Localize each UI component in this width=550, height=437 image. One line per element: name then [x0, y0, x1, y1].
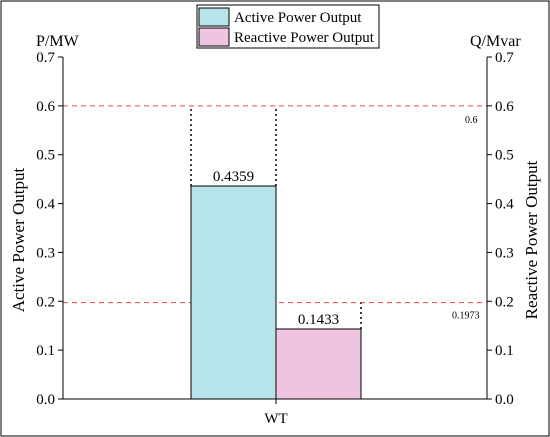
- left-tick-label: 0.2: [36, 294, 55, 310]
- left-tick-label: 0.5: [36, 148, 55, 164]
- right-tick-label: 0.2: [495, 294, 514, 310]
- data-label-active: 0.4359: [213, 169, 254, 185]
- right-tick-label: 0.0: [495, 392, 514, 408]
- left-axis-title: Active Power Output: [9, 167, 28, 312]
- right-tick-label: 0.4: [495, 197, 514, 213]
- bars: [190, 185, 362, 400]
- right-axis-title: Reactive Power Output: [522, 160, 541, 319]
- limit-label-1: 0.1973: [452, 311, 480, 322]
- right-tick-label: 0.7: [495, 50, 514, 66]
- data-label-reactive: 0.1433: [298, 312, 339, 328]
- bar-active: [190, 185, 277, 400]
- left-tick-label: 0.0: [36, 392, 55, 408]
- axes: 0.0 0.0 0.1 0.1 0.2 0.2 0.3 0.3 0.4 0.4 0.5 0.5 0.6 0…: [36, 50, 514, 408]
- data-labels: 0.4359 0.1433: [213, 169, 339, 328]
- left-axis-unit: P/MW: [36, 33, 80, 50]
- legend-swatch-active: [198, 7, 230, 27]
- left-tick-label: 0.1: [36, 343, 55, 359]
- left-tick-label: 0.3: [36, 245, 55, 261]
- limit-label-0: 0.6: [465, 115, 478, 126]
- left-tick-label: 0.7: [36, 50, 55, 66]
- bar-reactive: [275, 328, 362, 400]
- right-axis-unit: Q/Mvar: [470, 33, 521, 50]
- right-tick-label: 0.3: [495, 245, 514, 261]
- legend-label-active: Active Power Output: [234, 10, 362, 26]
- legend-swatch-reactive: [198, 27, 230, 47]
- left-tick-label: 0.4: [36, 197, 55, 213]
- left-tick-label: 0.6: [36, 99, 55, 115]
- legend-label-reactive: Reactive Power Output: [234, 30, 375, 46]
- right-tick-label: 0.5: [495, 148, 514, 164]
- legend: Active Power Output Reactive Power Outpu…: [196, 4, 380, 49]
- bar-connectors: [190, 105, 362, 329]
- right-tick-label: 0.6: [495, 99, 514, 115]
- right-tick-label: 0.1: [495, 343, 514, 359]
- x-tick-label: WT: [264, 411, 287, 427]
